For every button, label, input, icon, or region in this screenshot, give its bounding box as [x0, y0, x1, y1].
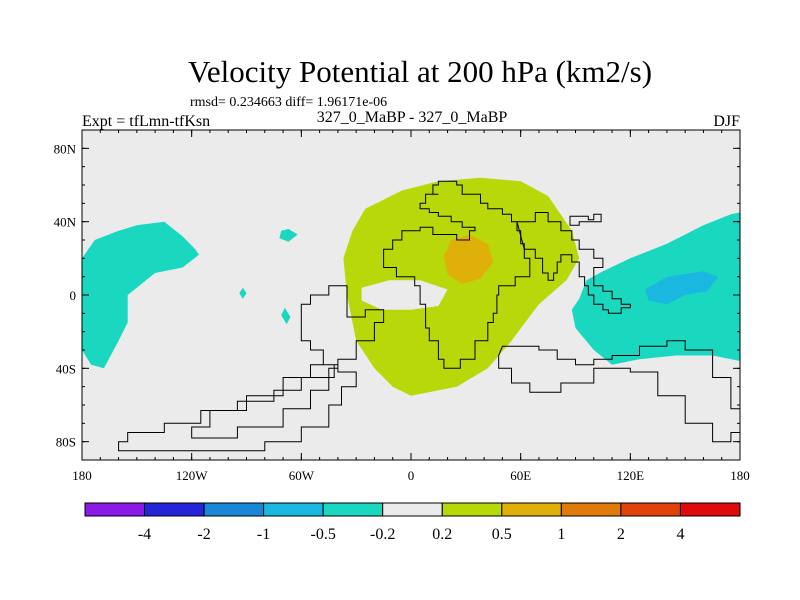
contour-negative-small-spot-south [281, 307, 291, 325]
run-label: 327_0_MaBP - 327_0_MaBP [317, 109, 508, 126]
x-tick-label: 180 [730, 468, 750, 483]
colorbar-swatch [560, 502, 622, 517]
contour-positive-0.5-1-core [443, 234, 494, 284]
x-tick-label: 180 [72, 468, 92, 483]
colorbar-swatch [263, 502, 324, 517]
x-tick-label: 0 [408, 468, 415, 483]
rmsd-label: rmsd= 0.234663 diff= 1.96171e-06 [190, 95, 387, 110]
coastline-east-asia [516, 212, 631, 314]
y-tick-label: 80N [54, 141, 77, 156]
colorbar-swatch [501, 502, 562, 517]
colorbar-swatch [441, 502, 503, 517]
x-tick-label: 120E [617, 468, 645, 483]
colorbar-label: -0.5 [311, 526, 336, 543]
experiment-label: Expt = tfLmn-tfKsn [82, 113, 210, 130]
contour-negative-west-pacific [82, 221, 199, 369]
contour-negative-small-spot-equator [239, 287, 247, 299]
colorbar-label: 2 [617, 526, 625, 543]
colorbar-swatch [144, 502, 205, 517]
colorbar-swatch [680, 502, 741, 517]
colorbar-label: 0.5 [492, 526, 512, 543]
colorbar-label: -2 [197, 526, 210, 543]
x-tick-label: 60W [289, 468, 315, 483]
colorbar-swatch [322, 502, 384, 517]
chart-title: Velocity Potential at 200 hPa (km2/s) [188, 54, 652, 89]
coastline-eurasia-africa [383, 180, 531, 369]
colorbar-swatch [84, 502, 145, 517]
colorbar-swatch [620, 502, 681, 517]
contour-negative-small-spot-north [279, 229, 298, 242]
colorbar-label: 0.2 [432, 526, 452, 543]
season-label: DJF [713, 113, 740, 130]
colorbar-swatch [203, 502, 265, 517]
colorbar-label: 1 [557, 526, 565, 543]
y-tick-label: 80S [56, 435, 76, 450]
contour-negative-east-pacific-core [645, 271, 719, 305]
contour-enclosed-zero-band [361, 280, 448, 310]
y-tick-label: 40S [56, 361, 76, 376]
x-tick-label: 60E [510, 468, 531, 483]
y-tick-label: 40N [54, 215, 77, 230]
y-tick-label: 0 [70, 288, 77, 303]
x-tick-label: 120W [176, 468, 209, 483]
colorbar-swatch [382, 502, 443, 517]
coastline-north-america-fragment [569, 213, 602, 226]
colorbar-label: -4 [138, 526, 151, 543]
coastline-southern-landmass-west [118, 285, 385, 452]
colorbar-label: -0.2 [370, 526, 395, 543]
colorbar-label: -1 [257, 526, 270, 543]
colorbar-label: 4 [677, 526, 685, 543]
